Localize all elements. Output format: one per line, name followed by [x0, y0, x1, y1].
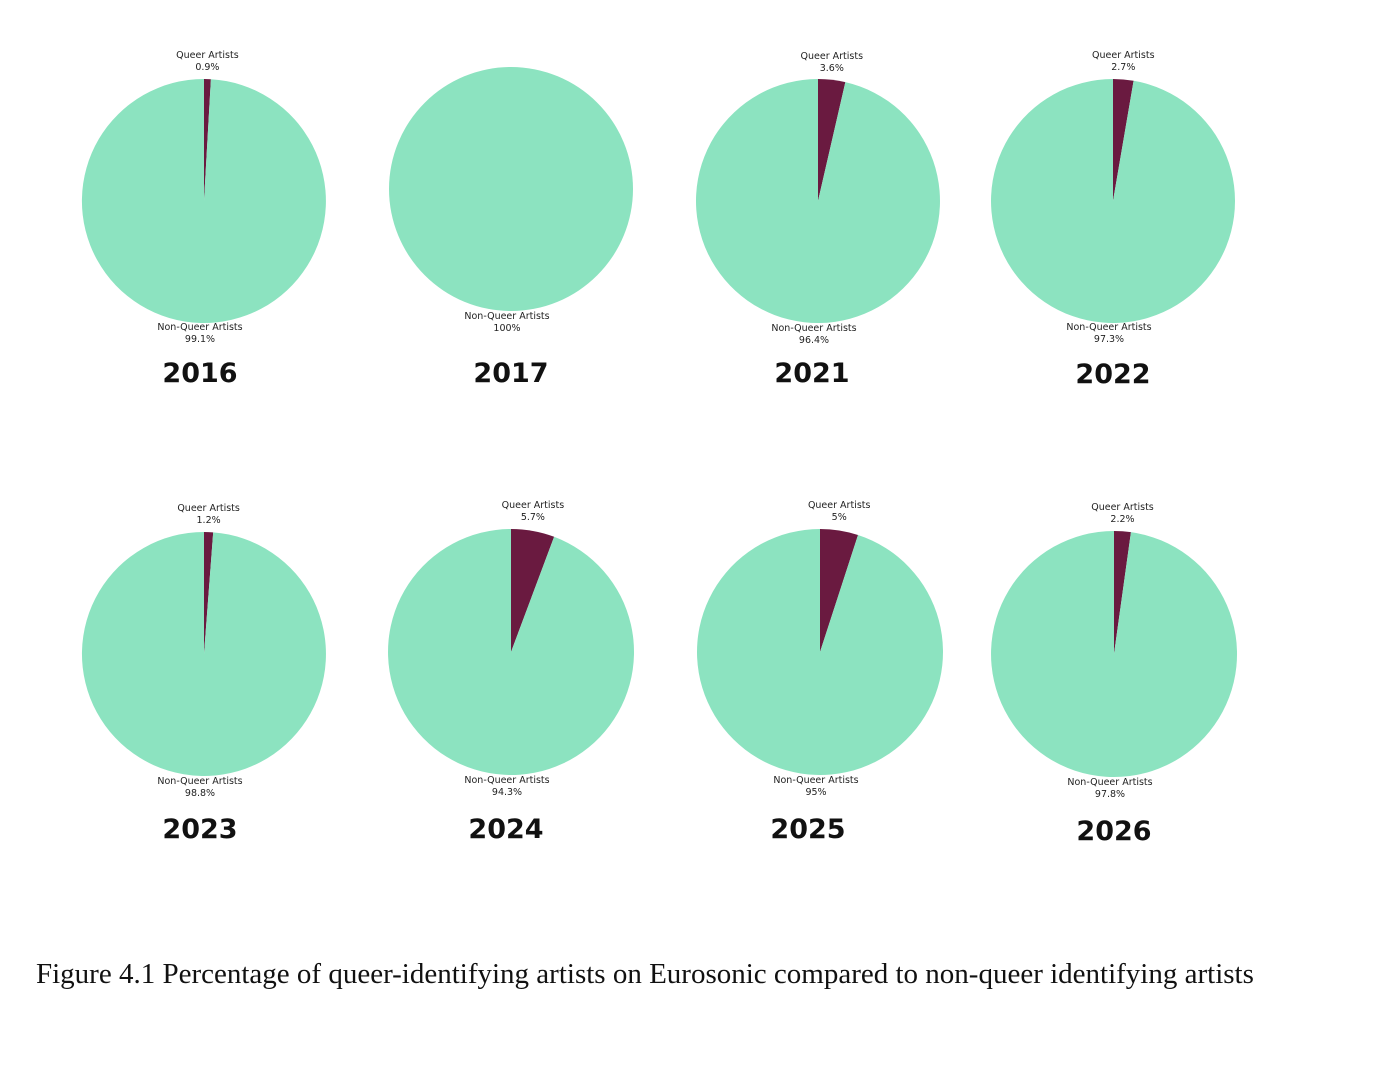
- slice-label: Queer Artists: [808, 500, 871, 511]
- pie-slice-non-queer-artists: [389, 67, 633, 311]
- slice-value-label: 95%: [805, 787, 826, 798]
- year-title: 2023: [162, 814, 237, 845]
- pie-slice-non-queer-artists: [388, 529, 635, 775]
- slice-value-label: 5.7%: [521, 512, 545, 523]
- slice-label: Non-Queer Artists: [464, 311, 549, 322]
- slice-label: Non-Queer Artists: [464, 775, 549, 786]
- year-title: 2025: [770, 814, 845, 845]
- slice-value-label: 2.2%: [1110, 514, 1134, 525]
- slice-label: Queer Artists: [801, 51, 864, 62]
- pie-slice-queer-artists: [820, 529, 859, 652]
- slice-value-label: 97.3%: [1094, 334, 1124, 345]
- slice-value-label: 94.3%: [492, 787, 522, 798]
- slice-value-label: 97.8%: [1095, 789, 1125, 800]
- pie-slice-non-queer-artists: [695, 79, 940, 323]
- slice-label: Queer Artists: [177, 503, 240, 514]
- slice-value-label: 100%: [493, 323, 520, 334]
- pie-slice-non-queer-artists: [81, 78, 326, 323]
- slice-value-label: 99.1%: [185, 334, 215, 345]
- pie-slice-queer-artists: [1114, 531, 1131, 654]
- year-title: 2024: [468, 814, 543, 845]
- slice-label: Queer Artists: [176, 50, 239, 61]
- year-title: 2017: [473, 358, 548, 389]
- slice-label: Non-Queer Artists: [1066, 322, 1151, 333]
- slice-value-label: 98.8%: [185, 788, 215, 799]
- slice-label: Queer Artists: [1091, 502, 1154, 513]
- slice-value-label: 2.7%: [1111, 62, 1135, 73]
- slice-label: Queer Artists: [1092, 50, 1155, 61]
- slice-label: Non-Queer Artists: [771, 323, 856, 334]
- pie-slice-queer-artists: [818, 79, 846, 201]
- slice-label: Non-Queer Artists: [157, 322, 242, 333]
- pie-slice-non-queer-artists: [991, 531, 1238, 777]
- year-title: 2026: [1076, 816, 1151, 847]
- pie-slice-queer-artists: [1113, 79, 1134, 201]
- slice-value-label: 96.4%: [799, 335, 829, 346]
- year-title: 2021: [774, 358, 849, 389]
- pie-slice-queer-artists: [511, 529, 555, 652]
- slice-label: Non-Queer Artists: [773, 775, 858, 786]
- slice-label: Non-Queer Artists: [157, 776, 242, 787]
- pie-slice-non-queer-artists: [697, 529, 944, 775]
- slice-value-label: 0.9%: [195, 62, 219, 73]
- slice-value-label: 1.2%: [197, 515, 221, 526]
- year-title: 2016: [162, 358, 237, 389]
- slice-value-label: 5%: [832, 512, 847, 523]
- figure-caption: Figure 4.1 Percentage of queer-identifyi…: [36, 958, 1254, 990]
- year-title: 2022: [1075, 359, 1150, 390]
- slice-label: Non-Queer Artists: [1067, 777, 1152, 788]
- slice-value-label: 3.6%: [820, 63, 844, 74]
- pie-slice-queer-artists: [204, 79, 211, 201]
- pie-slice-non-queer-artists: [991, 79, 1236, 323]
- slice-label: Queer Artists: [502, 500, 565, 511]
- pie-slice-non-queer-artists: [81, 532, 326, 776]
- pie-slice-queer-artists: [204, 532, 214, 654]
